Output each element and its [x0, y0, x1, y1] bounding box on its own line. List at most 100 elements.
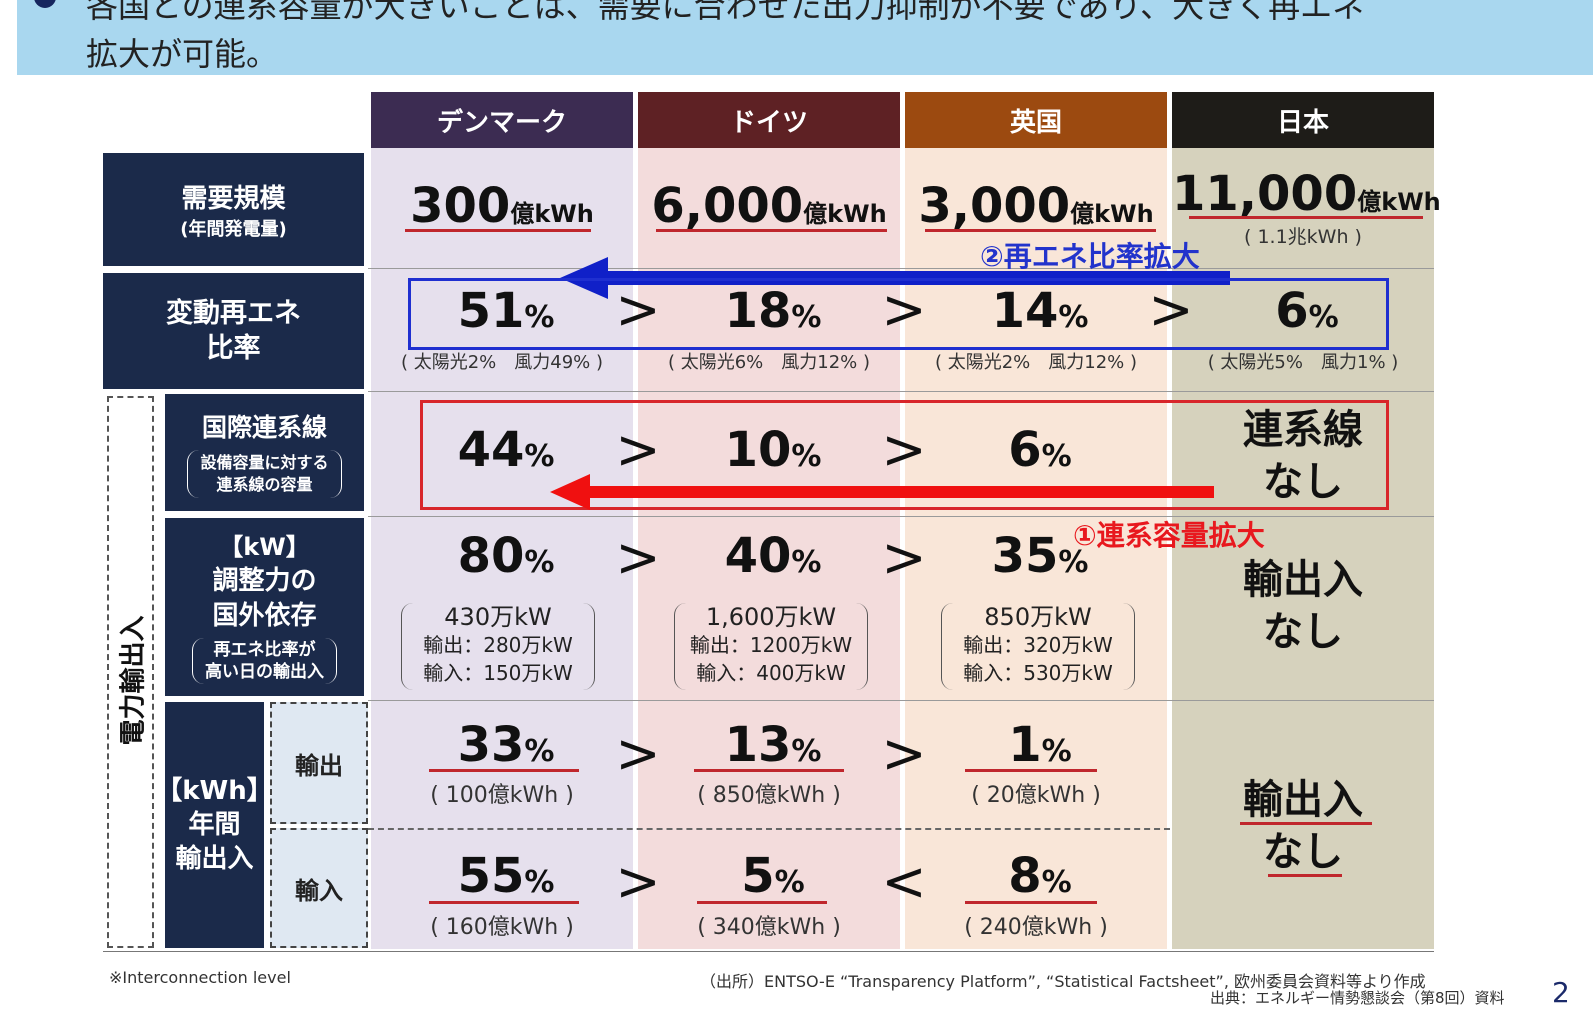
- row-label-kw-sub2: 高い日の輸出入: [205, 662, 324, 682]
- compare-symbol: >: [1148, 278, 1194, 341]
- underline: [656, 229, 887, 232]
- row-label-kwh-t3: 輸出入: [175, 844, 254, 874]
- row-divider: [368, 268, 1434, 269]
- compare-symbol: >: [881, 722, 927, 785]
- row-label-vre: 変動再エネ 比率: [103, 273, 364, 389]
- export-value-denmark: 33%: [457, 717, 555, 773]
- compare-symbol: >: [615, 418, 661, 481]
- interconnect-japan-l1: 連系線: [1243, 407, 1363, 453]
- kw-japan: 輸出入 なし: [1172, 554, 1434, 658]
- kw-cap-uk: 850万kW: [984, 603, 1092, 631]
- kw-export-germany: 輸出：1200万kW: [689, 633, 853, 657]
- row-label-kw-t3: 国外依存: [212, 601, 317, 631]
- row-label-kwh-t1: 【kWh】: [156, 776, 273, 806]
- kwh-japan: 輸出入 なし: [1172, 774, 1434, 878]
- demand-value-japan: 11,000億kWh: [1172, 166, 1441, 222]
- row-label-export: 輸出: [270, 702, 368, 824]
- kw-value-denmark: 80%: [457, 528, 555, 584]
- annotation-interconnect-expansion: ①連系容量拡大: [1073, 519, 1265, 552]
- import-amount-uk: ( 240億kWh ): [964, 915, 1108, 940]
- interconnect-value-germany: 10%: [724, 422, 822, 478]
- kw-japan-l2: なし: [1263, 609, 1343, 655]
- footer-note: ※Interconnection level: [109, 968, 291, 987]
- kw-import-germany: 輸入：400万kW: [696, 661, 846, 685]
- demand-value-denmark: 300億kWh: [410, 178, 594, 234]
- demand-note-japan: ( 1.1兆kWh ): [1244, 226, 1362, 248]
- underline: [965, 769, 1097, 772]
- import-value-germany: 5%: [741, 848, 805, 904]
- export-amount-germany: ( 850億kWh ): [697, 783, 841, 808]
- underline: [694, 769, 844, 772]
- kw-export-denmark: 輸出：280万kW: [423, 633, 573, 657]
- kw-cap-germany: 1,600万kW: [705, 603, 837, 631]
- export-value-uk: 1%: [1008, 717, 1072, 773]
- column-header-japan: 日本: [1172, 92, 1434, 148]
- compare-symbol: >: [881, 278, 927, 341]
- underline: [1189, 216, 1423, 219]
- vre-detail-denmark: ( 太陽光2% 風力49% ): [400, 352, 604, 373]
- underline: [697, 901, 827, 904]
- row-label-kw: 【kW】 調整力の 国外依存 再エネ比率が 高い日の輸出入: [165, 518, 364, 696]
- interconnect-arrow: [550, 474, 1214, 510]
- kwh-japan-l2: なし: [1263, 829, 1343, 875]
- kw-import-uk: 輸入：530万kW: [963, 661, 1113, 685]
- underline: [965, 901, 1097, 904]
- row-label-import: 輸入: [270, 828, 368, 948]
- banner-line-2: 拡大が可能。: [86, 35, 279, 73]
- kw-detail-uk: 850万kW 輸出：320万kW 輸入：530万kW: [941, 603, 1135, 690]
- compare-symbol: <: [881, 850, 927, 913]
- vre-value-denmark: 51%: [457, 283, 555, 339]
- row-label-kw-sub: 再エネ比率が 高い日の輸出入: [192, 638, 337, 684]
- vre-detail-japan: ( 太陽光5% 風力1% ): [1207, 352, 1399, 373]
- row-label-interconnect-sub1: 設備容量に対する: [200, 452, 329, 472]
- kw-value-germany: 40%: [724, 528, 822, 584]
- row-divider-dashed: [368, 828, 1170, 830]
- row-divider: [368, 391, 1434, 392]
- kw-detail-germany: 1,600万kW 輸出：1200万kW 輸入：400万kW: [674, 603, 868, 690]
- power-trade-label-wrap: 電力輸出入: [108, 560, 154, 800]
- row-divider: [368, 516, 1434, 517]
- power-trade-group: [107, 396, 154, 948]
- row-label-demand-title: 需要規模: [181, 184, 286, 214]
- import-value-uk: 8%: [1008, 848, 1072, 904]
- column-header-denmark: デンマーク: [371, 92, 633, 148]
- vre-highlight-box: [408, 278, 1389, 350]
- row-label-vre-line1: 変動再エネ: [166, 298, 301, 329]
- export-amount-uk: ( 20億kWh ): [971, 783, 1101, 808]
- row-label-kwh: 【kWh】 年間 輸出入: [156, 702, 273, 948]
- row-label-interconnect: 国際連系線 設備容量に対する 連系線の容量: [165, 394, 364, 511]
- arrow-left-icon: [550, 474, 1214, 510]
- banner-line-1: 各国との連系容量が大きいことは、需要に合わせた出力抑制が不要であり、大きく再エネ: [86, 0, 1365, 25]
- compare-symbol: >: [615, 526, 661, 589]
- demand-value-uk: 3,000億kWh: [918, 178, 1154, 234]
- footer-source-2: 出典：エネルギー情勢懇談会（第8回）資料: [1210, 989, 1505, 1007]
- compare-symbol: >: [881, 526, 927, 589]
- vre-detail-uk: ( 太陽光2% 風力12% ): [934, 352, 1138, 373]
- row-label-interconnect-sub: 設備容量に対する 連系線の容量: [187, 449, 342, 498]
- underline: [925, 229, 1156, 232]
- compare-symbol: >: [615, 722, 661, 785]
- kw-export-uk: 輸出：320万kW: [963, 633, 1113, 657]
- interconnect-highlight-box: [420, 400, 1389, 510]
- row-label-kw-sub1: 再エネ比率が: [213, 640, 316, 660]
- interconnect-japan: 連系線 なし: [1172, 404, 1434, 508]
- row-label-kwh-t2: 年間: [188, 810, 241, 840]
- kw-import-denmark: 輸入：150万kW: [423, 661, 573, 685]
- row-divider: [368, 700, 1434, 701]
- row-label-vre-line2: 比率: [206, 333, 261, 364]
- row-label-demand-sub: (年間発電量): [180, 219, 287, 240]
- row-label-kw-t1: 【kW】: [219, 533, 310, 561]
- interconnect-value-denmark: 44%: [457, 422, 555, 478]
- import-amount-denmark: ( 160億kWh ): [430, 915, 574, 940]
- underline: [429, 769, 579, 772]
- kw-cap-denmark: 430万kW: [444, 603, 552, 631]
- interconnect-japan-l2: なし: [1263, 459, 1343, 505]
- underline: [405, 229, 591, 232]
- column-header-germany: ドイツ: [638, 92, 900, 148]
- compare-symbol: >: [615, 278, 661, 341]
- export-value-germany: 13%: [724, 717, 822, 773]
- vre-value-japan: 6%: [1275, 283, 1339, 339]
- power-trade-label: 電力輸出入: [118, 614, 149, 746]
- footer-source: （出所）ENTSO-E “Transparency Platform”, “St…: [700, 972, 1426, 991]
- kw-japan-l1: 輸出入: [1243, 557, 1363, 603]
